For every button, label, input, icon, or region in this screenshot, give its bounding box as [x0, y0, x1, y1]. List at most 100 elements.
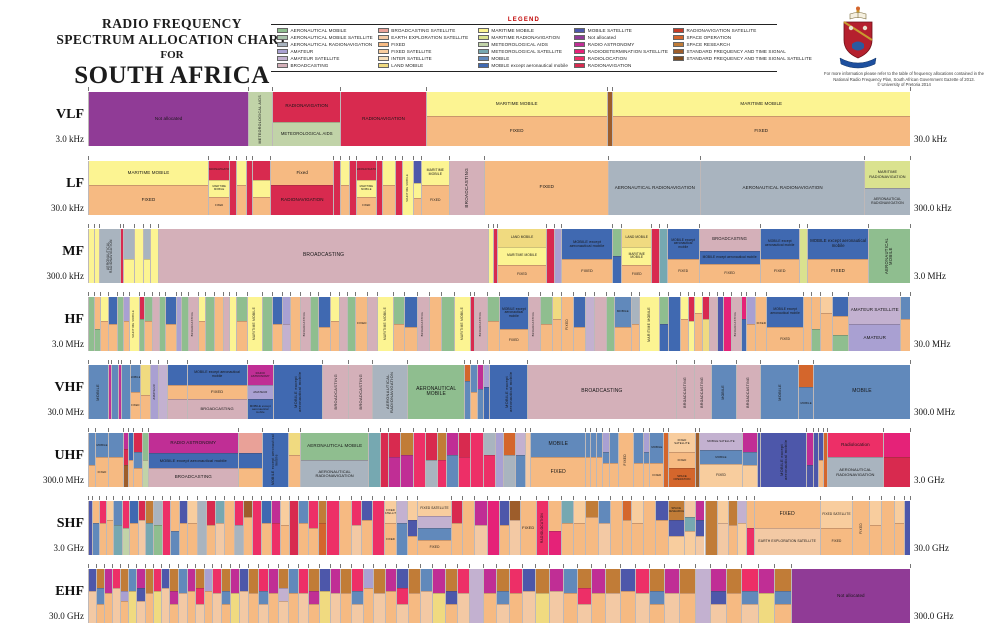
allocation-mob: MOBILE: [615, 297, 631, 327]
band-segment: FIXED: [519, 501, 536, 555]
legend-item: FIXED: [377, 42, 473, 47]
frequency-tick: [667, 428, 669, 432]
allocation-bc: [594, 297, 606, 351]
frequency-tick: [412, 156, 414, 160]
allocation-rds: [549, 530, 561, 555]
allocation-amat: [123, 297, 130, 322]
legend-label: MOBILE SATELLITE: [587, 28, 632, 33]
allocation-mob: [643, 451, 650, 463]
allocation-amatsat: AMATEUR SATELLITE: [849, 297, 901, 324]
allocation-fx: FIXED: [820, 528, 853, 555]
legend-swatch-mobx: [477, 63, 489, 68]
band-segment: [619, 569, 635, 623]
frequency-tick: [416, 292, 418, 296]
frequency-tick: [197, 496, 199, 500]
band-segment: [679, 297, 689, 351]
band-segment: [297, 501, 309, 555]
frequency-tick: [484, 156, 486, 160]
chart-title: RADIO FREQUENCY SPECTRUM ALLOCATION CHAR…: [56, 16, 288, 89]
allocation-fx: [602, 462, 610, 487]
frequency-tick: [213, 292, 215, 296]
allocation-mm: [413, 182, 421, 198]
frequency-tick: [111, 360, 113, 364]
allocation-mm: MARITIME MOBILE: [454, 297, 471, 351]
frequency-tick: [120, 564, 122, 568]
allocation-fx: [222, 604, 231, 623]
allocation-rn: [471, 297, 475, 351]
allocation-mob: [288, 569, 298, 594]
allocation-mob: [598, 501, 610, 523]
allocation-label: BROADCASTING: [700, 376, 705, 408]
allocation-label: MOBILE except aeronautical mobile: [159, 457, 227, 463]
allocation-amatsat: [470, 569, 483, 623]
band-bar-vlf: Not allocated METEOROLOGICAL AIDS RADIONAV…: [88, 87, 911, 146]
allocation-fx: [620, 590, 635, 623]
allocation-fx: [121, 601, 129, 623]
frequency-tick: [332, 156, 334, 160]
band-segment: [474, 501, 487, 555]
band-name: MF: [62, 244, 84, 259]
allocation-ees: [606, 593, 620, 623]
frequency-tick: [396, 496, 398, 500]
allocation-am: AERONAUTICAL MOBILE: [301, 433, 369, 460]
allocation-fx: [746, 501, 754, 528]
legend-item: AERONAUTICAL RADIONAVIGATION: [277, 42, 373, 47]
frequency-tick: [270, 156, 272, 160]
allocation-label: FIXED: [652, 472, 662, 477]
allocation-mobx: [166, 297, 176, 324]
allocation-mobsat: [620, 569, 635, 591]
allocation-fx: FIXED: [756, 297, 767, 351]
band-segment: MOBILE except aeronautical mobile FIXED: [561, 229, 612, 283]
allocation-fx: [592, 593, 606, 623]
band-segment: [229, 297, 236, 351]
allocation-label: BROADCASTING: [421, 311, 425, 337]
allocation-fx: [615, 326, 631, 351]
allocation-am: [660, 297, 668, 324]
allocation-am: [612, 229, 622, 256]
frequency-tick: [237, 428, 239, 432]
allocation-am: [487, 297, 499, 322]
allocation-fx: FIXED: [89, 185, 208, 215]
allocation-label: MARITIME MOBILE: [127, 169, 170, 175]
frequency-tick: [711, 360, 713, 364]
allocation-label: MOBILE except aeronautical mobile: [702, 255, 757, 260]
frequency-tick: [630, 496, 632, 500]
allocation-label: BROADCASTING: [303, 311, 307, 337]
frequency-tick: [445, 428, 447, 432]
band-segment: FIXED: [484, 161, 609, 215]
allocation-mobx: MOBILE except aeronautical mobile: [667, 229, 699, 259]
allocation-mob: MOBILE: [531, 433, 586, 458]
frequency-tick: [98, 496, 100, 500]
band-segment: [803, 297, 812, 351]
allocation-fx: FIXED: [561, 297, 573, 351]
allocation-bc: BROADCASTING: [323, 365, 348, 419]
allocation-rl: [746, 528, 754, 555]
allocation-mobx: MOBILE except aeronautical mobile: [767, 297, 804, 327]
allocation-ra: [592, 569, 606, 594]
legend-label: AERONAUTICAL MOBILE SATELLITE: [290, 35, 373, 40]
allocation-fxsat: [684, 530, 695, 555]
band-segment: MARITIME MOBILE: [246, 297, 263, 351]
band-segment: [444, 569, 458, 623]
band-segment: [290, 297, 301, 351]
frequency-tick: [367, 292, 369, 296]
band-segment: [622, 501, 631, 555]
allocation-mobsat: [711, 590, 726, 605]
frequency-tick: [619, 564, 621, 568]
band-segment: [165, 297, 176, 351]
frequency-tick: [88, 87, 89, 91]
band-segment: [585, 501, 598, 555]
allocation-na: Not allocated: [791, 569, 910, 623]
band-segment: [318, 297, 331, 351]
band-name: SHF: [56, 516, 84, 531]
legend-item: MARITIME MOBILE: [477, 28, 569, 33]
allocation-rl: [99, 501, 107, 523]
allocation-mrn: MARITIME RADIONAVIGATION: [864, 161, 910, 188]
frequency-tick: [268, 564, 270, 568]
frequency-tick: [489, 360, 491, 364]
frequency-tick: [494, 428, 496, 432]
band-segment: [143, 297, 153, 351]
frequency-tick: [622, 496, 624, 500]
band-segment: [694, 501, 705, 555]
band-segment: METEOROLOGICAL AIDS: [248, 92, 273, 146]
